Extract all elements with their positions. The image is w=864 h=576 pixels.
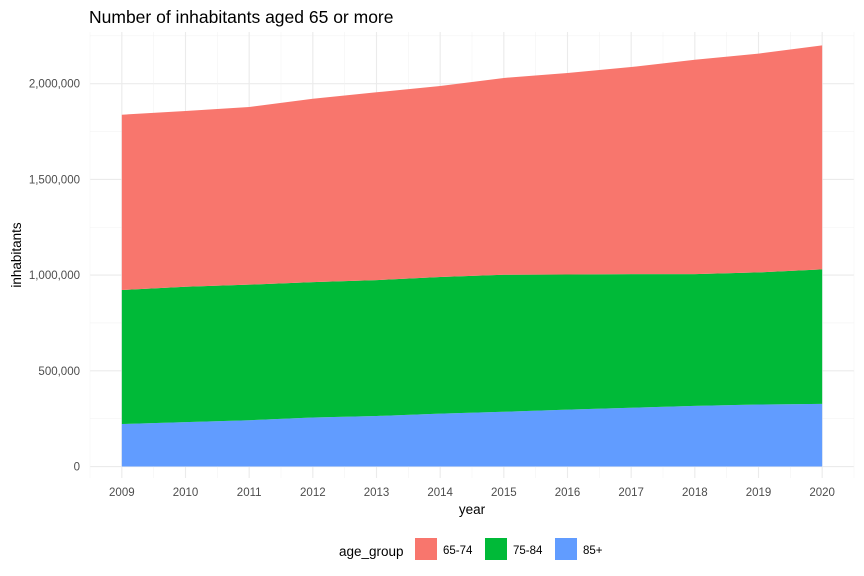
x-tick-label: 2017 <box>618 487 644 499</box>
legend-key-75-84 <box>485 538 507 560</box>
x-tick-label: 2014 <box>427 487 453 499</box>
y-tick-label: 0 <box>74 462 80 474</box>
legend-key-65-74 <box>415 538 437 560</box>
x-tick-label: 2019 <box>746 487 772 499</box>
x-tick-label: 2012 <box>300 487 326 499</box>
x-tick-label: 2013 <box>364 487 390 499</box>
area-85+ <box>121 403 823 467</box>
legend-items: 65-74 75-84 85+ <box>415 538 603 560</box>
x-axis-ticks: 2009 2010 2011 2012 2013 2014 2015 2016 2017 2018… <box>109 487 835 499</box>
y-tick-label: 500,000 <box>38 366 80 378</box>
area-75-84 <box>121 269 823 425</box>
x-tick-label: 2009 <box>109 487 135 499</box>
x-tick-label: 2011 <box>237 487 262 499</box>
x-tick-label: 2016 <box>555 487 581 499</box>
area-layer <box>121 45 823 467</box>
y-axis-title: inhabitants <box>9 222 24 288</box>
x-tick-label: 2020 <box>809 487 835 499</box>
x-axis-title: year <box>459 502 486 517</box>
legend-label: 75-84 <box>513 545 543 557</box>
x-tick-label: 2015 <box>491 487 517 499</box>
x-tick-label: 2018 <box>682 487 708 499</box>
x-tick-label: 2010 <box>173 487 199 499</box>
legend-label: 65-74 <box>443 545 473 557</box>
y-tick-label: 1,500,000 <box>29 174 80 186</box>
legend-title: age_group <box>339 544 404 559</box>
y-axis-ticks: 0 500,000 1,000,000 1,500,000 2,000,000 <box>29 79 80 474</box>
y-tick-label: 1,000,000 <box>29 270 80 282</box>
legend: age_group 65-74 75-84 85+ <box>339 538 603 560</box>
chart-title: Number of inhabitants aged 65 or more <box>89 7 393 27</box>
legend-key-85+ <box>555 538 577 560</box>
area-65-74 <box>121 45 823 291</box>
legend-label: 85+ <box>583 545 603 557</box>
y-tick-label: 2,000,000 <box>29 79 80 91</box>
